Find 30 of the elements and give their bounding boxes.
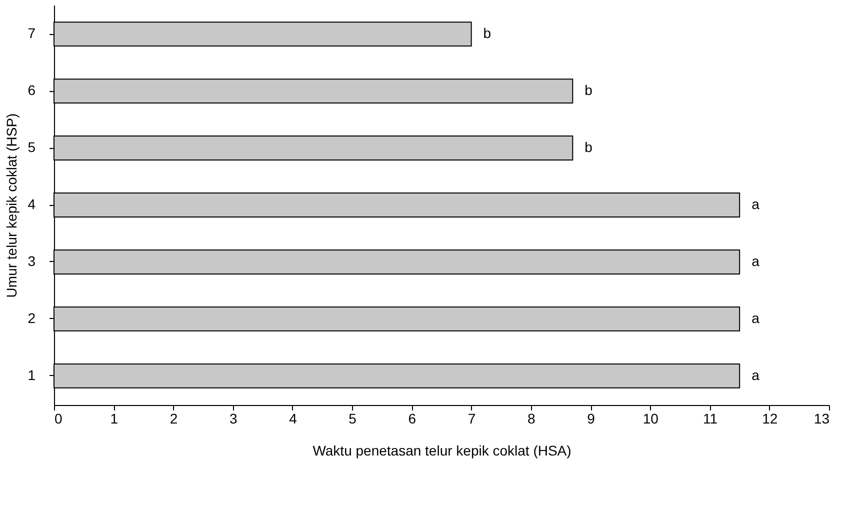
annotation: b [584, 82, 593, 98]
y-tick-label: 7 [28, 25, 36, 42]
x-tick-label: 7 [468, 410, 476, 426]
x-tick-label: 1 [110, 410, 118, 426]
x-tick-label: 0 [54, 410, 62, 426]
x-tick-label: 3 [229, 410, 238, 426]
x-tick-label: 6 [408, 410, 416, 426]
x-tick-label: 12 [762, 410, 778, 426]
y-tick-label: 4 [28, 196, 36, 212]
annotation: a [752, 196, 760, 212]
x-axis-title: Waktu penetasan telur kepik coklat (HSA) [312, 442, 572, 458]
y-axis-title: Umur telur kepik coklat (HSP) [4, 113, 20, 298]
x-tick-label: 11 [702, 410, 718, 426]
annotation: b [584, 139, 593, 156]
annotation: a [752, 252, 760, 269]
annotation: a [752, 310, 760, 326]
annotation: b [483, 25, 492, 42]
x-tick-label: 4 [289, 410, 298, 426]
y-tick-label: 6 [28, 82, 36, 98]
y-tick-label: 2 [28, 310, 36, 326]
y-tick-label: 1 [28, 366, 36, 383]
x-tick-label: 2 [170, 410, 178, 426]
x-tick-label: 9 [587, 410, 596, 426]
x-tick-label: 13 [814, 410, 830, 426]
x-tick-label: 5 [348, 410, 357, 426]
x-tick-label: 8 [528, 410, 536, 426]
x-tick-label: 10 [642, 410, 659, 426]
y-tick-label: 5 [28, 139, 36, 156]
y-tick-label: 3 [28, 252, 36, 269]
annotation: a [752, 366, 760, 383]
